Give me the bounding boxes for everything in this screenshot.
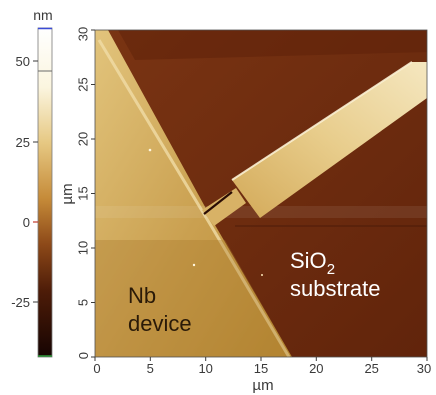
x-tick-15: 15 [254, 361, 268, 376]
device-label-line1: Nb [128, 283, 156, 308]
x-tick-30: 30 [417, 361, 431, 376]
colorbar-tick-0: 0 [23, 215, 30, 230]
colorbar: nm 50 25 0 -25 [11, 7, 53, 358]
colorbar-tick-25: 25 [16, 135, 30, 150]
colorbar-tick-50: 50 [16, 54, 30, 69]
substrate-label-sio: SiO [290, 248, 327, 273]
x-tick-25: 25 [364, 361, 378, 376]
y-tick-10: 10 [75, 241, 90, 255]
device-label: Nb device [128, 283, 192, 336]
y-tick-15: 15 [75, 186, 90, 200]
x-tick-10: 10 [198, 361, 212, 376]
svg-text:SiO2: SiO2 [290, 248, 335, 278]
substrate-label: SiO2 substrate [290, 248, 381, 301]
y-tick-25: 25 [75, 77, 90, 91]
x-tick-5: 5 [147, 361, 154, 376]
x-tick-20: 20 [309, 361, 323, 376]
afm-image [95, 30, 427, 357]
colorbar-unit: nm [33, 7, 52, 23]
y-tick-30: 30 [75, 27, 90, 41]
y-tick-20: 20 [75, 132, 90, 146]
colorbar-gradient [37, 27, 53, 358]
x-axis-label: µm [252, 377, 273, 394]
junction-gap [203, 191, 233, 215]
device-edge [97, 39, 291, 357]
device-label-line2: device [128, 311, 192, 336]
substrate-label-subscript: 2 [327, 261, 335, 278]
flake-strip [232, 62, 427, 218]
y-axis-label: µm [59, 183, 76, 204]
colorbar-tick-minus25: -25 [11, 295, 30, 310]
substrate-label-line2: substrate [290, 276, 381, 301]
nb-device-region [95, 30, 292, 357]
y-tick-0: 0 [76, 352, 91, 359]
bridge-constriction [202, 188, 246, 226]
y-axis: 0 5 10 15 20 25 30 µm [59, 27, 95, 359]
x-axis: 0 5 10 15 20 25 30 µm [93, 357, 431, 394]
x-tick-0: 0 [93, 361, 100, 376]
y-tick-5: 5 [75, 299, 90, 306]
